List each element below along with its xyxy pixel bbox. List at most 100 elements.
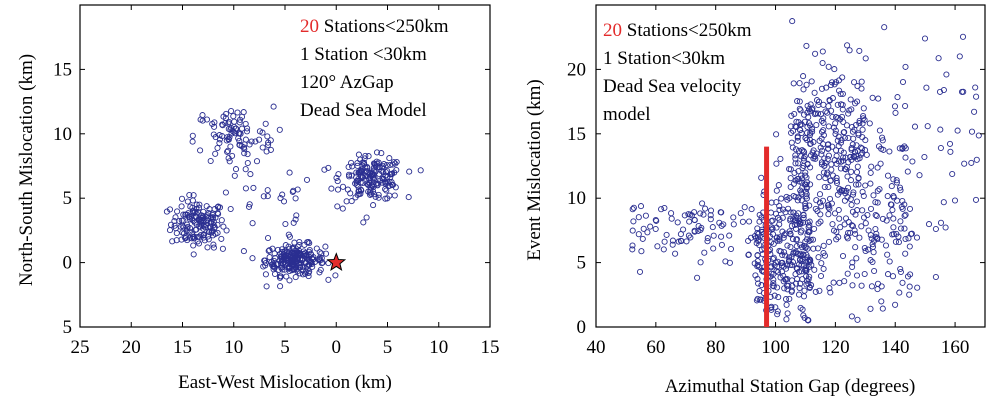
data-point xyxy=(707,212,714,219)
data-point xyxy=(163,208,170,215)
data-point xyxy=(264,234,272,242)
right-annotations: 20 Stations<250km 1 Station<30km Dead Sea … xyxy=(603,20,752,125)
data-point xyxy=(821,155,828,162)
data-point xyxy=(234,109,241,116)
data-point xyxy=(795,160,802,167)
data-point xyxy=(753,297,760,304)
data-point xyxy=(354,162,361,169)
data-point xyxy=(797,304,804,311)
star-marker xyxy=(326,252,347,272)
data-point xyxy=(826,195,834,202)
data-point xyxy=(893,177,900,184)
data-point xyxy=(794,175,801,183)
data-point xyxy=(190,251,197,258)
data-point xyxy=(190,242,197,249)
data-point xyxy=(852,211,859,218)
data-point xyxy=(848,168,855,175)
data-point xyxy=(876,127,883,134)
data-point xyxy=(210,218,217,225)
data-point xyxy=(793,215,800,222)
data-point xyxy=(778,260,785,267)
data-point xyxy=(817,111,824,118)
data-point xyxy=(854,163,861,170)
data-point xyxy=(795,147,803,154)
data-point xyxy=(718,241,725,248)
data-point xyxy=(787,175,794,182)
data-point xyxy=(803,42,810,49)
data-point xyxy=(860,105,867,112)
data-point xyxy=(884,251,891,258)
data-point xyxy=(852,230,859,237)
data-point xyxy=(896,289,903,296)
data-point xyxy=(701,249,708,256)
right-annotation-text: 1 Station<30km xyxy=(603,48,725,69)
data-point xyxy=(839,106,846,113)
data-point xyxy=(860,192,867,200)
data-point xyxy=(795,168,802,175)
data-point xyxy=(789,144,796,151)
data-point xyxy=(253,158,261,165)
data-point xyxy=(675,238,682,245)
data-point xyxy=(316,269,323,276)
data-point xyxy=(248,138,255,145)
data-point xyxy=(973,156,980,163)
data-point xyxy=(186,216,194,223)
data-point xyxy=(778,195,785,202)
data-point xyxy=(890,215,897,222)
data-point xyxy=(709,224,716,231)
data-point xyxy=(272,255,279,262)
data-point xyxy=(775,294,782,301)
data-point xyxy=(798,175,805,182)
data-point xyxy=(777,274,784,281)
data-point xyxy=(204,233,211,240)
data-point xyxy=(892,301,899,308)
data-point xyxy=(229,127,236,134)
data-point xyxy=(833,179,841,187)
data-point xyxy=(781,231,788,238)
data-point xyxy=(256,136,263,143)
data-point xyxy=(818,151,825,158)
data-point xyxy=(386,155,393,162)
data-point xyxy=(816,191,824,198)
data-point xyxy=(832,79,840,86)
data-point xyxy=(951,197,959,204)
data-point xyxy=(784,196,791,203)
data-point xyxy=(793,212,800,219)
data-point xyxy=(874,280,882,287)
data-point xyxy=(290,219,297,226)
data-point xyxy=(803,181,810,188)
data-point xyxy=(173,237,180,244)
data-point xyxy=(225,155,232,162)
data-point xyxy=(851,79,858,86)
data-point xyxy=(308,255,315,262)
data-point xyxy=(790,249,797,256)
data-point xyxy=(240,248,247,255)
data-point xyxy=(787,231,794,238)
data-point xyxy=(904,273,912,280)
data-point xyxy=(853,142,860,149)
data-point xyxy=(306,261,313,268)
data-point xyxy=(822,175,829,182)
left-x-tick-label: 25 xyxy=(71,337,90,358)
data-point xyxy=(683,238,690,245)
data-point xyxy=(874,199,881,206)
data-point xyxy=(406,168,413,175)
data-point xyxy=(902,211,909,218)
data-point xyxy=(726,232,733,239)
data-point xyxy=(804,123,811,130)
data-point xyxy=(832,120,839,127)
data-point xyxy=(856,47,863,54)
data-point xyxy=(972,84,979,91)
data-point xyxy=(767,209,775,216)
data-point xyxy=(210,241,217,248)
data-point xyxy=(417,167,424,174)
data-point xyxy=(817,272,825,280)
data-point xyxy=(171,222,178,229)
data-point xyxy=(830,279,837,286)
left-y-tick-label: 5 xyxy=(63,188,73,209)
data-point xyxy=(370,171,377,179)
data-point xyxy=(787,209,794,216)
data-point xyxy=(215,203,222,210)
data-point xyxy=(837,165,844,172)
data-point xyxy=(867,205,875,212)
